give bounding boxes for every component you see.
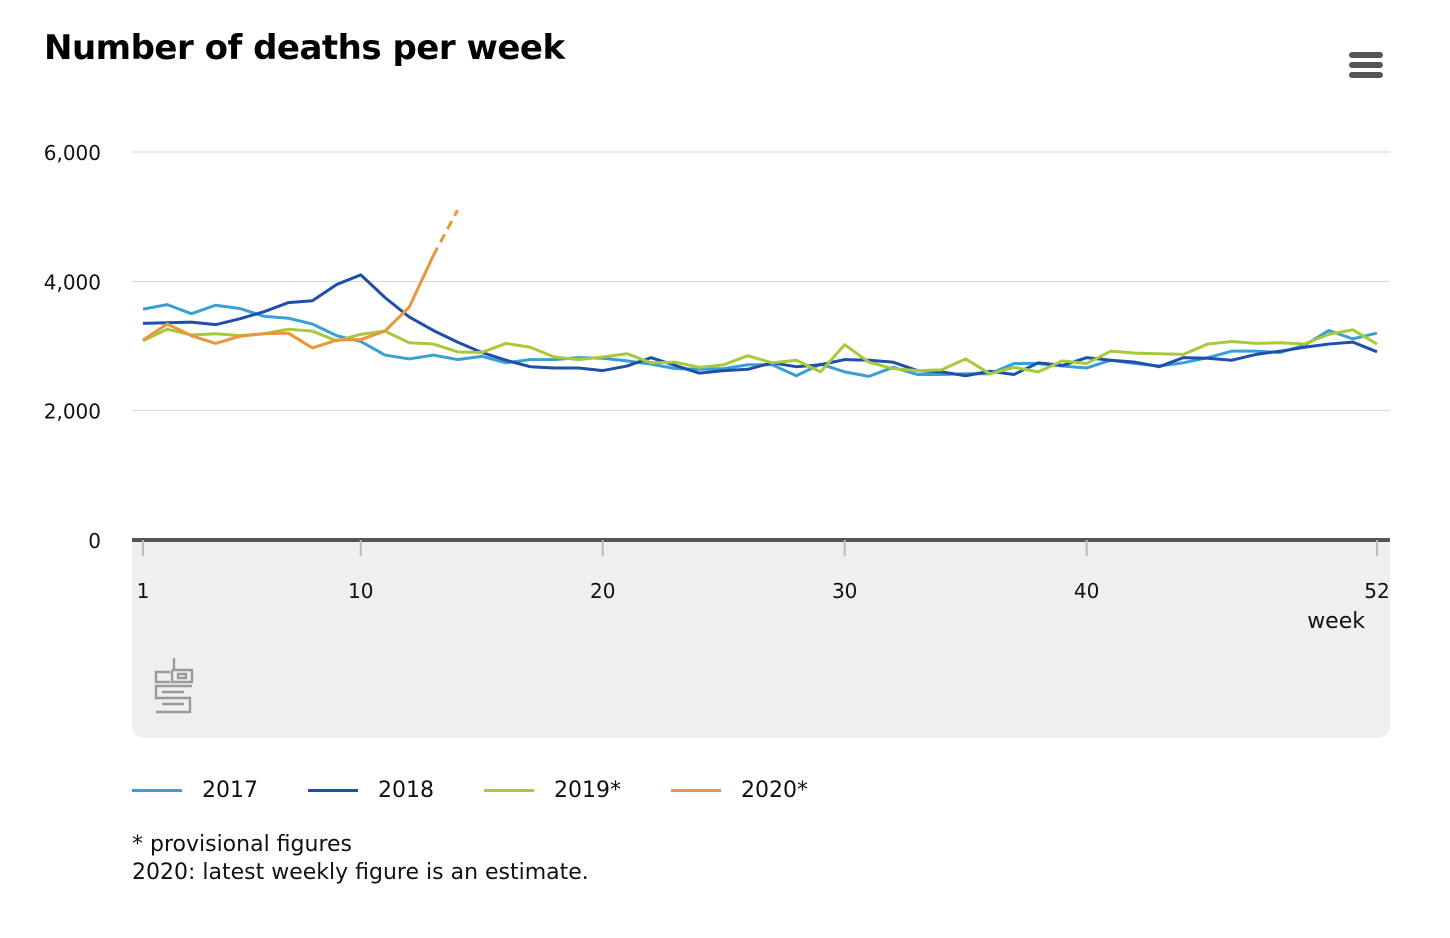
x-tick-label: 20 (590, 579, 615, 603)
y-axis-ticks: 0 2,000 4,000 6,000 (44, 141, 101, 553)
legend-swatch (484, 789, 534, 792)
x-axis-panel (132, 540, 1390, 738)
x-tick-label: 30 (832, 579, 857, 603)
legend-swatch (132, 789, 182, 792)
series-line-2018[interactable] (142, 273, 1378, 378)
legend-label: 2017 (202, 778, 258, 803)
legend-item-2018[interactable]: 2018 (308, 778, 434, 803)
legend-swatch (308, 789, 358, 792)
y-tick-label: 6,000 (44, 141, 101, 165)
legend-label: 2018 (378, 778, 434, 803)
legend-label: 2019* (554, 778, 621, 803)
y-tick-label: 0 (88, 529, 101, 553)
cbs-logo-icon (154, 658, 194, 714)
x-tick-label: 10 (348, 579, 373, 603)
legend-item-2020[interactable]: 2020* (671, 778, 808, 803)
x-tick-label: 1 (137, 579, 150, 603)
series-line-2019[interactable] (142, 327, 1378, 376)
series-lines (142, 209, 1378, 378)
legend-item-2017[interactable]: 2017 (132, 778, 258, 803)
estimate-note: 2020: latest weekly figure is an estimat… (132, 860, 589, 885)
y-tick-label: 2,000 (44, 400, 101, 424)
x-axis-label: week (1307, 609, 1365, 634)
legend-label: 2020* (741, 778, 808, 803)
x-tick-label: 52 (1364, 579, 1389, 603)
series-line-estimate-2020[interactable] (432, 209, 459, 257)
grid-lines (132, 151, 1390, 412)
chart-title: Number of deaths per week (44, 28, 565, 68)
legend: 2017 2018 2019* 2020* (132, 778, 858, 803)
x-tick-label: 40 (1074, 579, 1099, 603)
series-line-2020[interactable] (142, 254, 435, 350)
menu-button[interactable] (1346, 48, 1388, 84)
y-tick-label: 4,000 (44, 270, 101, 294)
legend-swatch (671, 789, 721, 792)
legend-item-2019[interactable]: 2019* (484, 778, 621, 803)
hamburger-menu-icon (1349, 52, 1383, 58)
provisional-note: * provisional figures (132, 832, 352, 857)
x-axis: 1 10 20 30 40 52 week (132, 538, 1390, 634)
